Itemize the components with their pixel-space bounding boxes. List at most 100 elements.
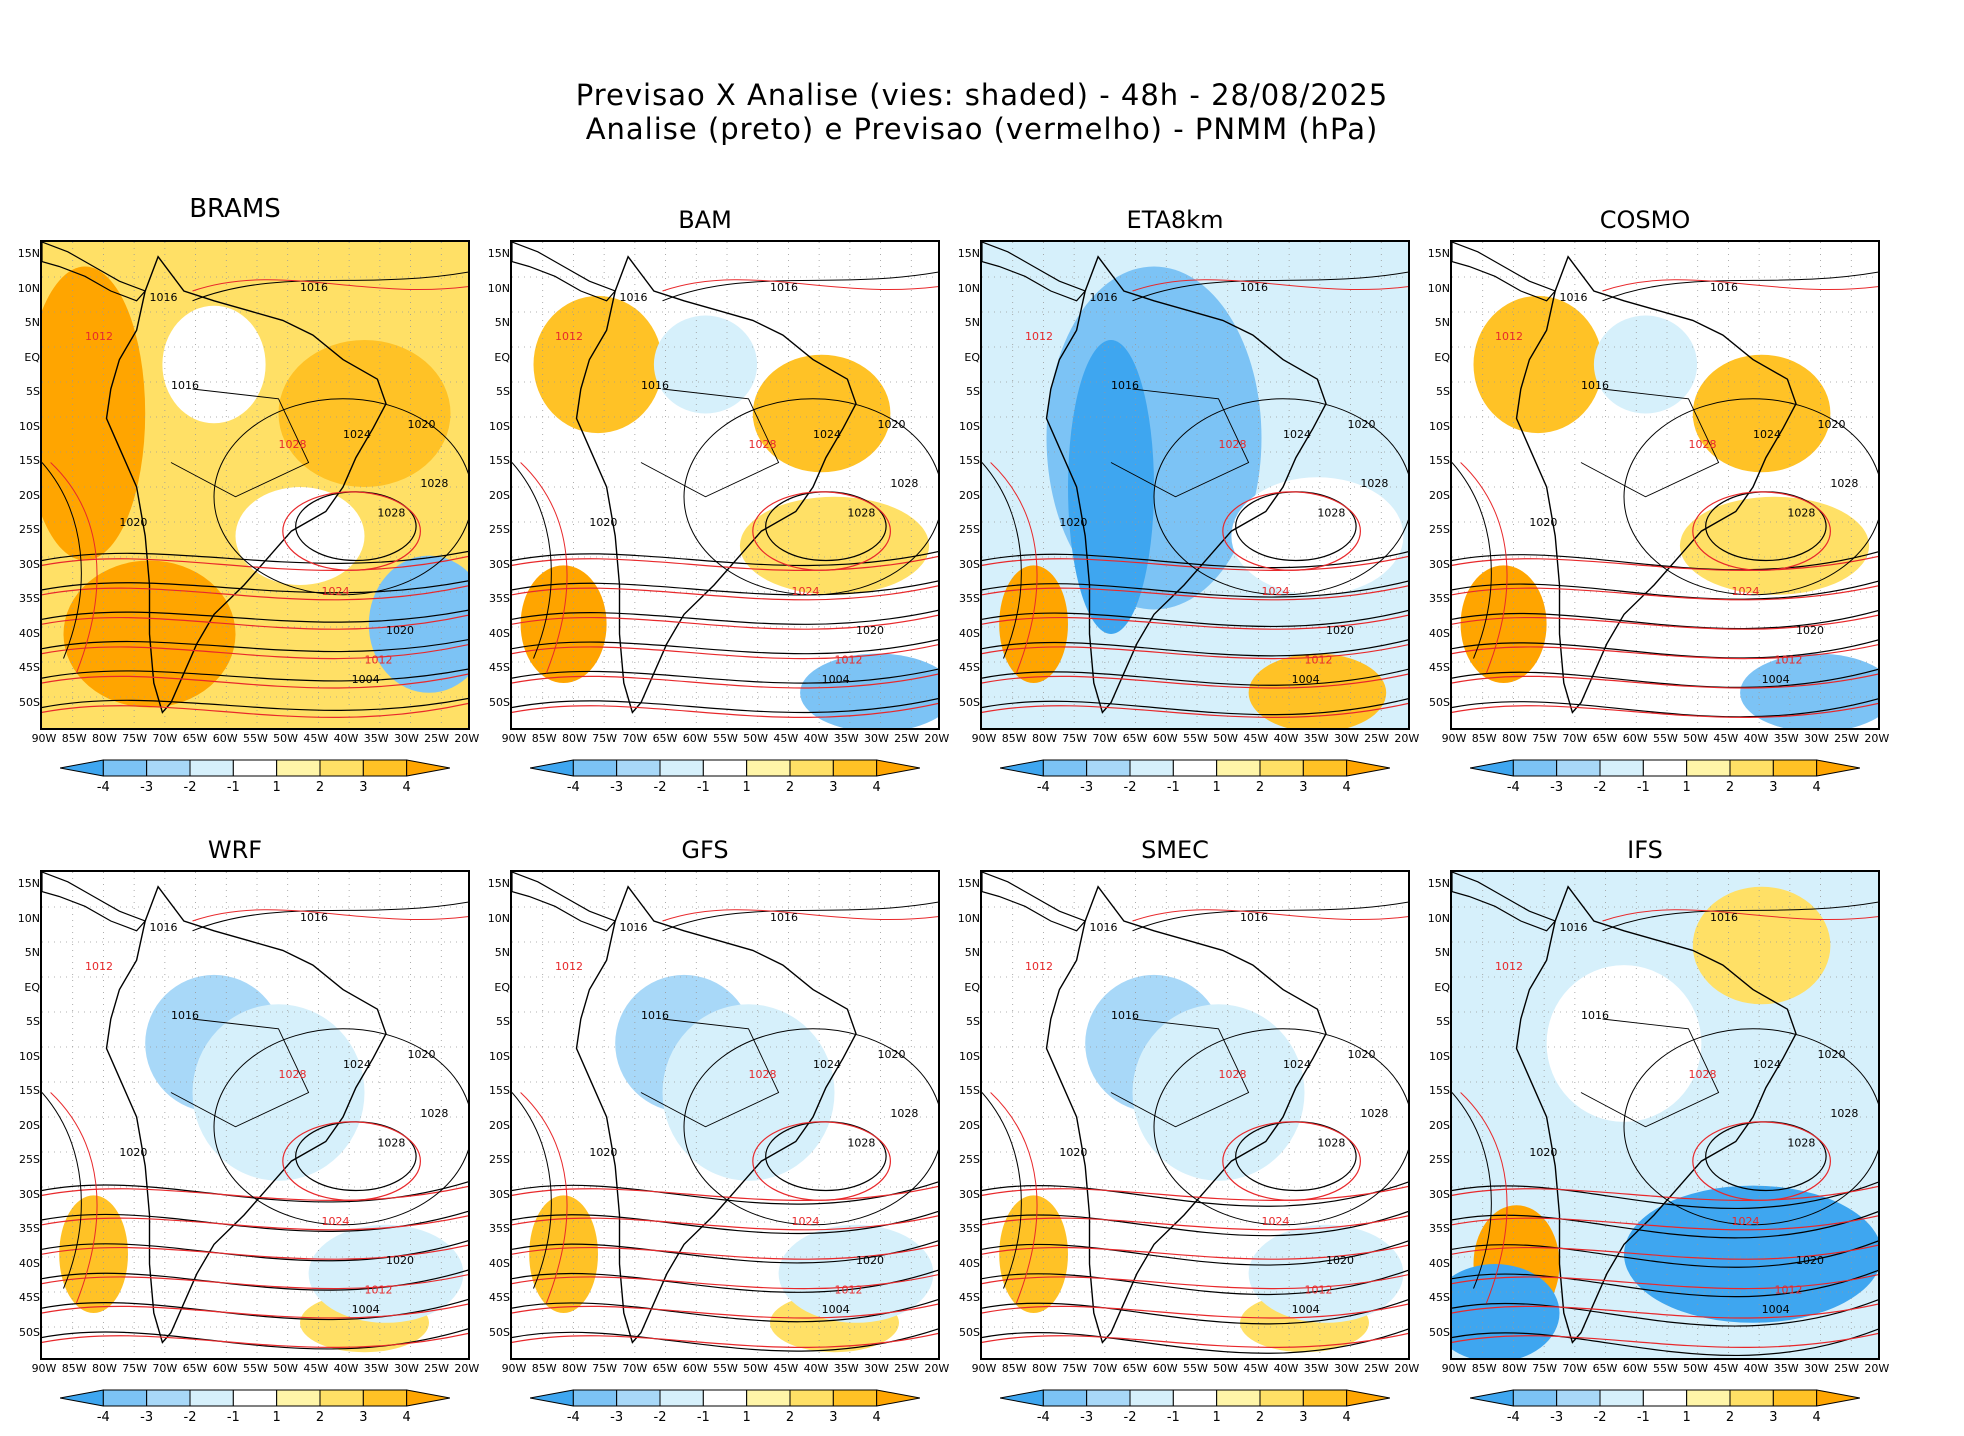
y-tick-label: 15N — [487, 247, 510, 260]
contour-label: 1024 — [322, 1215, 350, 1228]
contour-label: 1024 — [1262, 1215, 1290, 1228]
y-tick-label: 30S — [959, 1187, 980, 1201]
y-tick-label: 5N — [494, 316, 510, 329]
colorbar-segment — [1599, 759, 1644, 777]
map-svg: 1028 1024 1020 1016 1016 1020 1024 1020 1012 1004… — [982, 872, 1408, 1358]
analysis-isobar — [982, 668, 1408, 686]
colorbar-segment — [1172, 759, 1218, 777]
x-tick-label: 60W — [212, 1362, 238, 1375]
colorbar-label: -4 — [566, 1410, 580, 1425]
central-america-outline — [512, 242, 617, 302]
colorbar — [530, 1386, 920, 1410]
y-tick-label: 20S — [959, 488, 980, 502]
panel-title: GFS — [681, 836, 729, 864]
colorbar-segment — [362, 759, 408, 777]
bias-positive-area — [999, 565, 1068, 683]
analysis-isobar — [1132, 271, 1408, 302]
y-tick-label: 50S — [959, 695, 980, 709]
country-border — [170, 1018, 310, 1128]
forecast-isobar — [1452, 1185, 1878, 1201]
colorbar-segment — [1302, 1389, 1348, 1407]
forecast-isobar — [50, 1092, 98, 1304]
y-tick-label: 10N — [1427, 911, 1450, 925]
colorbar-segment — [146, 1389, 191, 1407]
colorbar — [60, 1386, 450, 1410]
analysis-isobar — [1452, 1269, 1878, 1298]
x-tick-label: 90W — [971, 1362, 997, 1375]
bias-negative-area — [662, 1004, 835, 1181]
figure-title-line2: Analise (preto) e Previsao (vermelho) - … — [585, 112, 1379, 146]
colorbar-segment — [146, 759, 191, 777]
y-tick-label: 20S — [19, 1118, 40, 1132]
x-tick-label: 65W — [1592, 732, 1618, 745]
contour-label: 1024 — [343, 428, 371, 441]
map-svg: 1028 1024 1020 1016 1016 1020 1024 1020 1012 1004… — [512, 242, 938, 728]
colorbar-segment — [572, 1389, 618, 1407]
map-svg: 1028 1024 1020 1016 1016 1020 1024 1020 1012 1004… — [42, 242, 468, 728]
y-tick-label: 30S — [19, 557, 40, 571]
colorbar-label: -1 — [1636, 780, 1650, 795]
x-tick-label: 30W — [1803, 1362, 1829, 1375]
contour-label: 1020 — [1326, 1254, 1354, 1267]
y-tick-label: 10S — [1429, 419, 1450, 433]
forecast-isobar — [520, 1092, 568, 1304]
panel-title: IFS — [1627, 836, 1663, 864]
contour-label: 1016 — [770, 911, 798, 924]
x-tick-label: 50W — [273, 1362, 299, 1375]
y-tick-label: 10N — [487, 911, 510, 925]
forecast-isobar — [982, 585, 1408, 601]
x-tick-label: 45W — [773, 732, 799, 745]
colorbar-segment — [1772, 759, 1818, 777]
contour-label: 1028 — [279, 438, 307, 451]
colorbar-segment — [1729, 1389, 1774, 1407]
colorbar — [1000, 756, 1390, 780]
colorbar-segment — [232, 1389, 278, 1407]
contour-label: 1012 — [85, 960, 113, 973]
y-tick-label: 5N — [964, 316, 980, 329]
forecast-isobar — [1452, 644, 1878, 660]
analysis-isobar — [512, 609, 938, 625]
x-tick-label: 55W — [1182, 1362, 1208, 1375]
contour-label: 1028 — [890, 1107, 918, 1120]
y-tick-label: 50S — [19, 695, 40, 709]
forecast-isobar — [512, 1332, 938, 1348]
contour-label: 1012 — [1025, 330, 1053, 343]
bias-negative-area — [778, 1224, 934, 1323]
colorbar-segment — [232, 759, 278, 777]
y-tick-label: 25S — [1429, 523, 1450, 536]
contour-label: 1024 — [813, 1058, 841, 1071]
x-tick-label: 75W — [592, 1362, 618, 1375]
forecast-high-contour — [282, 491, 422, 571]
y-tick-label: 10S — [489, 419, 510, 433]
x-tick-label: 80W — [1031, 1362, 1057, 1375]
contour-label: 1004 — [1762, 1303, 1790, 1316]
x-tick-label: 50W — [1683, 732, 1709, 745]
contour-label: 1024 — [1283, 428, 1311, 441]
colorbar-svg — [60, 1389, 450, 1407]
x-tick-label: 85W — [531, 1362, 557, 1375]
country-border — [640, 388, 780, 498]
y-tick-label: 40S — [1429, 626, 1450, 640]
x-tick-label: 80W — [91, 1362, 117, 1375]
y-tick-label: 40S — [19, 1256, 40, 1270]
colorbar-label: 2 — [785, 780, 795, 795]
colorbar-segment — [746, 1389, 791, 1407]
y-tick-label: 25S — [489, 1153, 510, 1166]
country-border — [1110, 1018, 1250, 1128]
x-tick-label: 20W — [1394, 732, 1420, 745]
analysis-isobar — [213, 1028, 468, 1226]
colorbar-svg — [1000, 1389, 1390, 1407]
colorbar-segment — [1512, 759, 1558, 777]
y-tick-label: 5N — [24, 946, 40, 959]
contour-label: 1028 — [1360, 1107, 1388, 1120]
analysis-isobar — [512, 1181, 938, 1205]
y-tick-label: 30S — [19, 1187, 40, 1201]
map-area: 1028 1024 1020 1016 1016 1020 1024 1020 1012 1004… — [40, 240, 470, 730]
x-tick-label: 35W — [833, 1362, 859, 1375]
colorbar-label: -4 — [1506, 780, 1520, 795]
colorbar — [60, 756, 450, 780]
forecast-isobar — [1452, 702, 1878, 718]
colorbar-segment — [1642, 1389, 1688, 1407]
forecast-isobar — [512, 1274, 938, 1290]
colorbar-label: 1 — [1212, 780, 1221, 795]
